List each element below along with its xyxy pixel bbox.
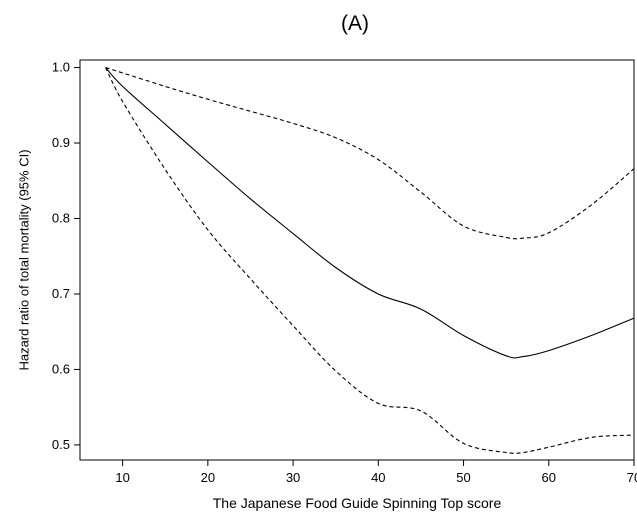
y-tick-label-0.5: 0.5 xyxy=(52,437,70,452)
y-tick-label-0.8: 0.8 xyxy=(52,210,70,225)
plot-frame xyxy=(79,59,635,461)
chart-title: (A) xyxy=(341,12,369,35)
x-tick-label-30: 30 xyxy=(286,470,300,485)
x-tick-label-50: 50 xyxy=(456,470,470,485)
x-axis-label: The Japanese Food Guide Spinning Top sco… xyxy=(212,495,502,511)
y-tick-label-0.7: 0.7 xyxy=(52,286,70,301)
x-tick-label-10: 10 xyxy=(115,470,129,485)
x-tick-label-20: 20 xyxy=(201,470,215,485)
y-tick-label-0.6: 0.6 xyxy=(52,361,70,376)
y-tick-label-0.9: 0.9 xyxy=(52,135,70,150)
upper-ci-line xyxy=(105,66,635,240)
x-tick-label-60: 60 xyxy=(542,470,556,485)
x-tick-label-70: 70 xyxy=(627,470,637,485)
lower-ci-line xyxy=(105,67,635,454)
hazard-ratio-line xyxy=(105,67,635,359)
x-tick-label-40: 40 xyxy=(371,470,385,485)
y-tick-label-1.0: 1.0 xyxy=(52,60,70,75)
